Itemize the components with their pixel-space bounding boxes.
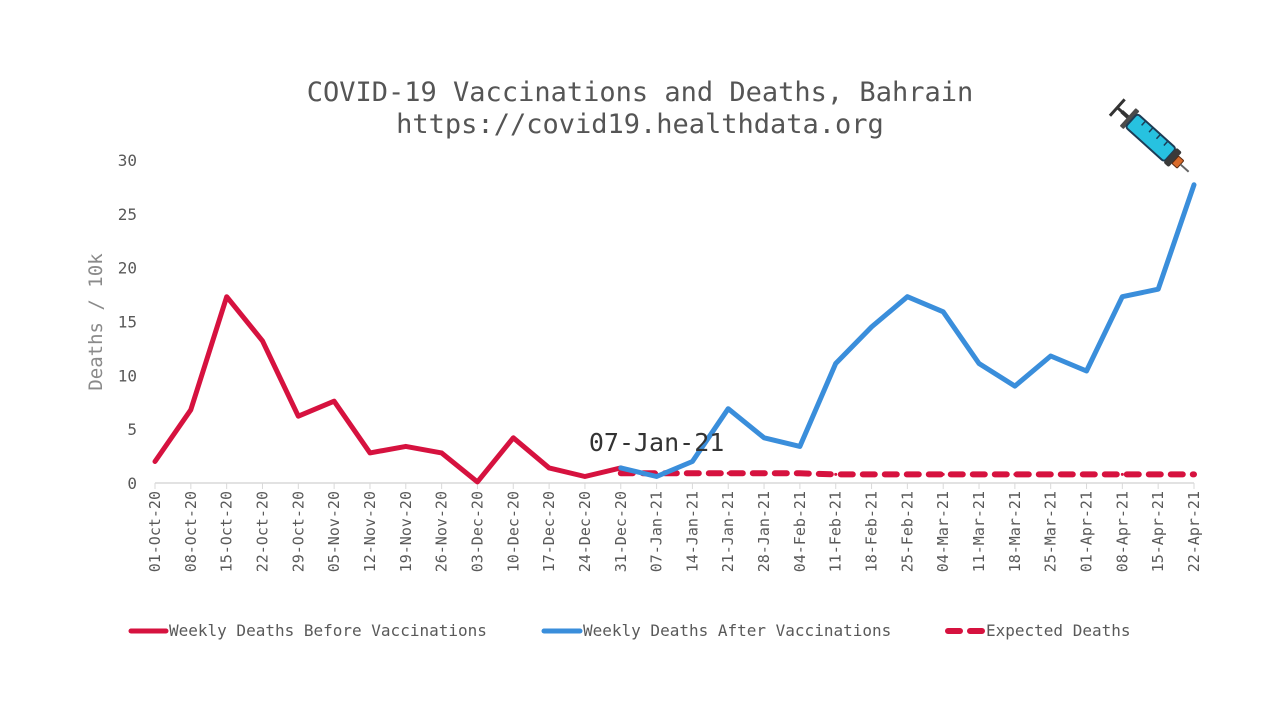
series-2-point xyxy=(1013,472,1017,476)
series-0-point xyxy=(368,451,372,455)
series-2-point xyxy=(1120,472,1124,476)
series-1-point xyxy=(619,466,623,470)
syringe-icon xyxy=(1108,98,1190,173)
x-tick-label: 15-Apr-21 xyxy=(1149,491,1167,572)
x-tick-label: 03-Dec-20 xyxy=(468,491,486,572)
x-tick-label: 21-Jan-21 xyxy=(719,491,737,572)
y-tick-label: 30 xyxy=(118,151,137,170)
x-tick-label: 24-Dec-20 xyxy=(576,491,594,572)
series-2-point xyxy=(762,471,766,475)
x-ticks: 01-Oct-20 08-Oct-20 15-Oct-20 22-Oct-20 29-O… xyxy=(146,491,1203,572)
y-tick-label: 5 xyxy=(127,420,137,439)
x-axis xyxy=(154,482,1195,489)
series-0-point xyxy=(547,466,551,470)
y-tick-label: 15 xyxy=(118,313,137,332)
x-tick-label: 15-Oct-20 xyxy=(218,491,236,572)
series-1-point xyxy=(726,407,730,411)
series-1-point xyxy=(1192,183,1196,187)
legend: Weekly Deaths Before Vaccinations Weekly … xyxy=(128,621,1131,640)
y-tick-label: 0 xyxy=(127,474,137,493)
annotation-label: 07-Jan-21 xyxy=(589,428,724,457)
series-1-point xyxy=(1049,354,1053,358)
y-tick-label: 25 xyxy=(118,205,137,224)
series-1-point xyxy=(1085,369,1089,373)
annotation-layer: 07-Jan-21 xyxy=(589,428,724,457)
series-0-point xyxy=(475,480,479,484)
series-0-point xyxy=(260,339,264,343)
x-tick-label: 22-Apr-21 xyxy=(1185,491,1203,572)
series-0-point xyxy=(153,459,157,463)
series-2-point xyxy=(690,471,694,475)
x-tick-label: 05-Nov-20 xyxy=(325,491,343,572)
x-tick-label: 19-Nov-20 xyxy=(397,491,415,572)
series-0-point xyxy=(225,295,229,299)
series-2-point xyxy=(1192,472,1196,476)
series-0-point xyxy=(189,408,193,412)
series-0-point xyxy=(511,436,515,440)
series-2-point xyxy=(941,472,945,476)
x-tick-label: 10-Dec-20 xyxy=(504,491,522,572)
x-tick-label: 29-Oct-20 xyxy=(289,491,307,572)
series-1-point xyxy=(690,459,694,463)
series-2-point xyxy=(905,472,909,476)
x-tick-label: 08-Apr-21 xyxy=(1113,491,1131,572)
x-tick-label: 01-Oct-20 xyxy=(146,491,164,572)
series-2-point xyxy=(1049,472,1053,476)
series-1-point xyxy=(870,325,874,329)
series-1-point xyxy=(941,310,945,314)
x-tick-label: 01-Apr-21 xyxy=(1078,491,1096,572)
y-axis-label: Deaths / 10k xyxy=(85,253,107,391)
series-line-0 xyxy=(152,294,624,485)
series-1-point xyxy=(1120,295,1124,299)
y-tick-label: 10 xyxy=(118,366,137,385)
chart-title: COVID-19 Vaccinations and Deaths, Bahrai… xyxy=(307,77,973,108)
x-tick-label: 28-Jan-21 xyxy=(755,491,773,572)
x-tick-label: 22-Oct-20 xyxy=(253,491,271,572)
y-ticks: 0 5 10 15 20 25 30 xyxy=(118,151,137,493)
x-tick-label: 11-Feb-21 xyxy=(827,491,845,572)
series-1-point xyxy=(798,444,802,448)
x-tick-label: 11-Mar-21 xyxy=(970,491,988,572)
chart-subtitle: https://covid19.healthdata.org xyxy=(396,109,884,140)
x-tick-label: 25-Mar-21 xyxy=(1042,491,1060,572)
series-1-point xyxy=(834,361,838,365)
x-tick-label: 04-Feb-21 xyxy=(791,491,809,572)
x-tick-label: 07-Jan-21 xyxy=(648,491,666,572)
legend-label-0: Weekly Deaths Before Vaccinations xyxy=(169,621,487,640)
series-1-point xyxy=(1013,384,1017,388)
series-2-point xyxy=(619,471,623,475)
series-1-point xyxy=(905,295,909,299)
x-tick-label: 31-Dec-20 xyxy=(612,491,630,572)
x-tick-label: 26-Nov-20 xyxy=(433,491,451,572)
legend-label-2: Expected Deaths xyxy=(986,621,1131,640)
series-1-point xyxy=(655,475,659,479)
series-1-point xyxy=(762,436,766,440)
series-2-point xyxy=(1085,472,1089,476)
series-2-point xyxy=(834,472,838,476)
series-2-point xyxy=(870,472,874,476)
series-0-point xyxy=(404,444,408,448)
series-0-point xyxy=(296,414,300,418)
series-1-point xyxy=(1156,287,1160,291)
x-tick-label: 14-Jan-21 xyxy=(683,491,701,572)
series-2-point xyxy=(726,471,730,475)
x-tick-label: 04-Mar-21 xyxy=(934,491,952,572)
series-1-point xyxy=(977,361,981,365)
series-0-point xyxy=(440,451,444,455)
series-0-point xyxy=(332,399,336,403)
x-tick-label: 18-Mar-21 xyxy=(1006,491,1024,572)
series-0-point xyxy=(583,475,587,479)
x-tick-label: 08-Oct-20 xyxy=(182,491,200,572)
x-tick-label: 25-Feb-21 xyxy=(898,491,916,572)
series-2-point xyxy=(798,471,802,475)
y-tick-label: 20 xyxy=(118,259,137,278)
series-2-point xyxy=(1156,472,1160,476)
legend-label-1: Weekly Deaths After Vaccinations xyxy=(583,621,891,640)
x-tick-label: 18-Feb-21 xyxy=(863,491,881,572)
series-layer xyxy=(152,182,1197,485)
series-2-point xyxy=(977,472,981,476)
x-tick-label: 17-Dec-20 xyxy=(540,491,558,572)
x-tick-label: 12-Nov-20 xyxy=(361,491,379,572)
